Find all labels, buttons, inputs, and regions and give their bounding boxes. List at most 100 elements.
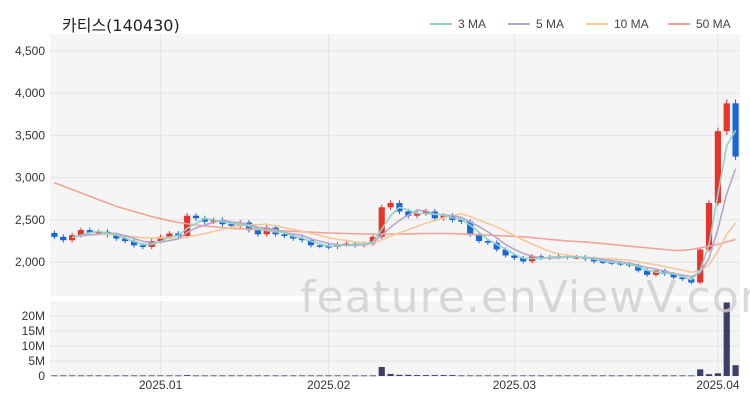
legend-item-3ma: 3 MA (430, 17, 486, 31)
candle-body (192, 215, 200, 219)
candle-body (307, 240, 315, 246)
volume-bar (360, 375, 368, 377)
volume-bar (184, 375, 191, 376)
candle-body (723, 103, 730, 132)
volume-bar (352, 375, 359, 377)
price-tick-label: 2,500 (15, 213, 45, 227)
candle-body (679, 277, 686, 280)
candle-body (705, 203, 713, 250)
candle-body (184, 215, 191, 236)
volume-bar (299, 375, 306, 377)
volume-bar (661, 375, 668, 377)
candle-body (122, 238, 129, 242)
volume-bar (440, 375, 447, 376)
volume-bar (122, 375, 129, 377)
candle-body (210, 219, 217, 222)
candle-body (697, 249, 704, 283)
volume-bar (599, 375, 606, 377)
volume-bar (714, 373, 721, 376)
x-tick-label: 2025.02 (307, 378, 351, 392)
candle-body (484, 241, 491, 243)
volume-bar (51, 375, 58, 377)
volume-tick-label: 0 (38, 369, 45, 383)
volume-bar (475, 375, 483, 377)
volume-bar (290, 375, 297, 377)
volume-bar (210, 375, 217, 377)
price-panel (50, 34, 740, 296)
x-tick-label: 2025.03 (493, 378, 537, 392)
candle-body (458, 219, 465, 222)
chart-title: 카티스(140430) (62, 16, 180, 35)
volume-bar (157, 375, 164, 377)
candle-body (405, 211, 412, 216)
legend-swatch-10ma (586, 23, 608, 25)
volume-bar (529, 375, 536, 377)
volume-bar (582, 375, 589, 377)
volume-bar (228, 375, 235, 377)
legend-item-5ma: 5 MA (508, 17, 564, 31)
volume-bar (617, 375, 624, 377)
volume-bar (77, 375, 85, 377)
candle-body (732, 103, 739, 157)
volume-bar (307, 375, 315, 377)
legend-label-10ma: 10 MA (614, 17, 649, 31)
volume-bar (245, 375, 253, 377)
volume-bar (431, 375, 438, 376)
volume-bar (520, 375, 527, 377)
volume-bar (679, 375, 686, 377)
volume-tick-label: 10M (22, 339, 45, 353)
volume-bar (139, 375, 146, 377)
candle-body (254, 230, 261, 235)
legend-swatch-50ma (668, 23, 690, 25)
volume-bar (369, 375, 376, 377)
candle-body (316, 245, 323, 247)
volume-bar (705, 374, 713, 376)
legend-label-3ma: 3 MA (458, 17, 487, 31)
volume-bar (316, 375, 323, 377)
legend-label-50ma: 50 MA (696, 17, 731, 31)
price-tick-label: 3,500 (15, 128, 45, 142)
volume-bar (484, 375, 491, 377)
volume-bar (104, 375, 111, 377)
legend-item-50ma: 50 MA (668, 17, 731, 31)
candle-body (51, 232, 58, 237)
volume-bar (86, 375, 93, 377)
price-tick-label: 2,000 (15, 255, 45, 269)
volume-bar (635, 375, 642, 377)
candle-body (502, 249, 509, 256)
candle-body (201, 218, 208, 222)
watermark: feature.enViewV.com (300, 272, 750, 323)
volume-bar (467, 375, 474, 377)
candle-body (714, 131, 721, 204)
candle-body (661, 270, 668, 275)
legend-swatch-5ma (508, 23, 530, 25)
volume-bar (608, 375, 615, 377)
candle-body (475, 234, 483, 242)
volume-bar (334, 375, 341, 377)
volume-bar (219, 375, 226, 377)
volume-bar (272, 375, 279, 377)
candle-body (60, 236, 67, 241)
candle-body (688, 279, 695, 283)
candle-body (166, 233, 173, 237)
volume-tick-label: 20M (22, 309, 45, 323)
volume-bar (732, 365, 739, 376)
candle-body (467, 221, 474, 235)
volume-bar (263, 375, 270, 377)
candle-body (77, 230, 85, 236)
volume-bar (148, 375, 155, 377)
candle-body (290, 235, 297, 239)
candle-body (599, 261, 606, 263)
candle-body (422, 211, 430, 214)
ma5-line (71, 168, 737, 278)
volume-bar (192, 375, 200, 377)
candle-body (281, 234, 288, 236)
candle-body (299, 238, 306, 241)
ma10-line (71, 212, 737, 274)
volume-bar (723, 302, 730, 376)
volume-bar (166, 375, 173, 377)
volume-bar (201, 375, 208, 377)
volume-bar (130, 375, 138, 377)
volume-tick-label: 15M (22, 324, 45, 338)
